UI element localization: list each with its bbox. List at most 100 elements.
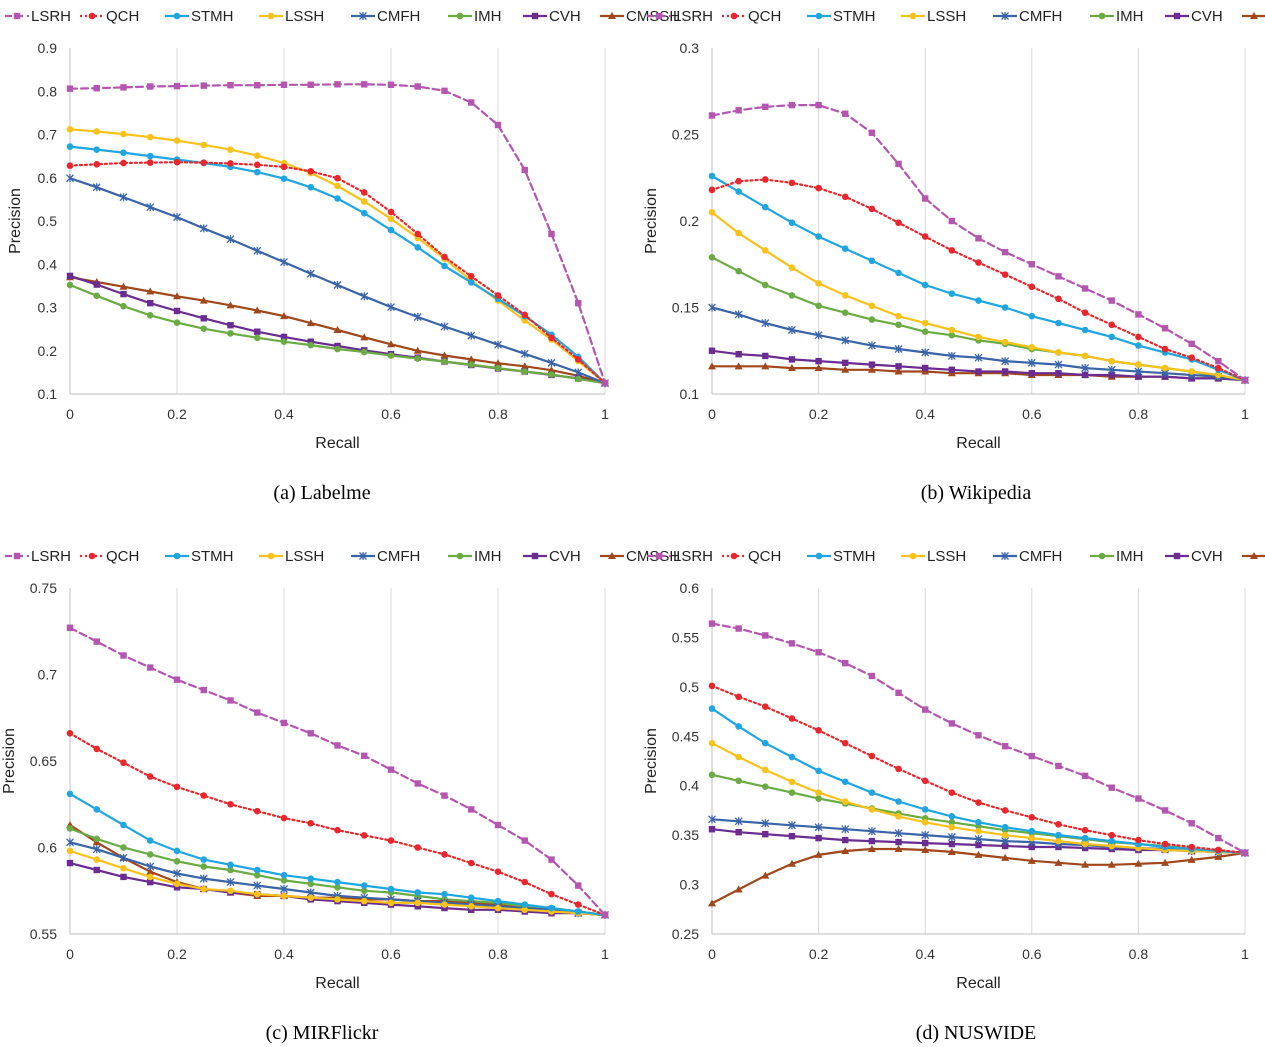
data-point — [762, 783, 769, 791]
data-point — [762, 281, 769, 289]
data-point — [1055, 370, 1062, 377]
data-point — [1028, 343, 1036, 351]
data-point — [306, 269, 315, 278]
data-point — [253, 161, 261, 169]
data-point — [895, 219, 902, 227]
legend-item-lsrh: LSRH — [647, 8, 713, 25]
data-point — [120, 652, 127, 659]
data-point — [173, 82, 181, 90]
data-point — [842, 836, 849, 844]
data-point — [333, 325, 342, 333]
data-point — [66, 847, 74, 855]
data-point — [200, 82, 207, 89]
data-point — [948, 217, 956, 225]
data-point — [227, 160, 234, 167]
data-point — [1001, 742, 1009, 750]
data-point — [1081, 326, 1089, 334]
data-point — [815, 727, 822, 734]
data-point — [922, 706, 929, 713]
data-point — [521, 166, 528, 174]
data-point — [841, 365, 850, 373]
data-point — [227, 81, 234, 89]
data-point — [441, 851, 448, 858]
data-point — [414, 899, 422, 907]
data-point — [227, 322, 234, 329]
legend-item-cmfh: CMFH — [993, 8, 1062, 25]
data-point — [815, 767, 822, 775]
data-point — [1107, 365, 1116, 374]
legend-marker — [815, 552, 823, 560]
data-point — [1028, 814, 1036, 821]
chart-caption: (d) NUSWIDE — [916, 1022, 1037, 1044]
data-point — [120, 290, 127, 298]
data-point — [360, 348, 368, 356]
x-tick-label: 1 — [1241, 946, 1249, 962]
data-point — [788, 264, 796, 272]
data-point — [334, 345, 341, 353]
data-point — [815, 795, 822, 802]
data-point — [334, 195, 341, 202]
x-axis-title: Recall — [315, 975, 359, 992]
data-point — [173, 858, 181, 865]
data-point — [253, 246, 262, 255]
data-point — [467, 361, 475, 368]
data-point — [1108, 371, 1115, 379]
x-tick-label: 0.2 — [809, 406, 829, 422]
data-point — [120, 759, 127, 767]
data-point — [841, 309, 849, 316]
data-point — [1081, 364, 1090, 373]
data-point — [788, 101, 796, 109]
legend-item-imh: IMH — [448, 548, 502, 565]
legend-label: STMH — [833, 548, 876, 565]
data-point — [93, 835, 101, 843]
legend-item-cmssh: CMSSH — [1242, 12, 1265, 19]
data-point — [120, 821, 127, 829]
data-point — [1108, 297, 1115, 304]
legend-marker — [730, 552, 738, 560]
data-point — [708, 705, 716, 712]
x-tick-label: 1 — [1241, 406, 1249, 422]
data-point — [468, 99, 475, 106]
data-point — [253, 890, 261, 898]
data-point — [119, 193, 128, 202]
x-tick-label: 0.6 — [381, 406, 401, 422]
data-point — [173, 783, 181, 791]
data-point — [895, 160, 902, 168]
legend-label: QCH — [106, 8, 139, 25]
data-point — [441, 253, 448, 261]
legend-item-lssh: LSSH — [901, 548, 966, 565]
data-point — [575, 882, 582, 889]
data-point — [1001, 271, 1009, 278]
data-point — [895, 363, 902, 370]
data-point — [387, 215, 395, 223]
data-point — [468, 906, 475, 913]
series-cmfh — [66, 174, 609, 388]
data-point — [894, 367, 903, 375]
data-point — [93, 292, 101, 300]
x-tick-label: 0.4 — [274, 406, 294, 422]
series-qch — [66, 730, 609, 919]
data-point — [975, 333, 982, 341]
data-point — [868, 837, 876, 845]
series-lsrh — [66, 624, 609, 919]
data-point — [253, 866, 261, 874]
data-point — [361, 752, 368, 760]
x-tick-label: 0.8 — [488, 406, 508, 422]
data-point — [1215, 364, 1222, 372]
data-point — [1215, 846, 1222, 854]
data-point — [307, 81, 314, 88]
data-point — [93, 281, 100, 288]
legend-item-cmfh: CMFH — [351, 8, 420, 25]
legend-label: LSRH — [31, 548, 71, 565]
data-point — [467, 355, 476, 363]
data-point — [306, 319, 315, 327]
data-point — [947, 351, 956, 360]
data-point — [1028, 370, 1035, 377]
data-point — [841, 193, 849, 201]
data-point — [1188, 843, 1195, 851]
legend-marker — [1098, 12, 1106, 20]
data-point — [227, 866, 234, 874]
data-point — [253, 807, 261, 815]
data-point — [93, 85, 100, 92]
data-point — [1055, 273, 1062, 280]
